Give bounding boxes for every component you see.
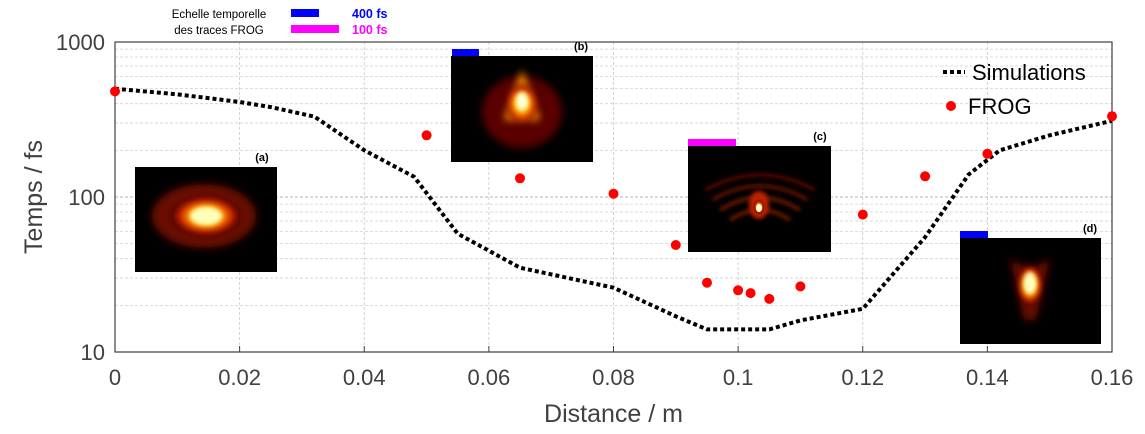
- frog-trace-inset-a: (a): [135, 152, 277, 272]
- x-tick-label: 0.08: [592, 365, 635, 390]
- x-axis-label: Distance / m: [544, 400, 683, 428]
- frog-data-point: [733, 285, 744, 296]
- legend-frog-marker: [946, 101, 956, 111]
- y-tick-label: 10: [81, 340, 105, 365]
- frog-data-point: [670, 240, 681, 250]
- x-tick-label: 0.06: [467, 365, 510, 390]
- frog-data-point: [982, 148, 993, 159]
- series-simulations-line: [114, 86, 1113, 332]
- legend-frog-label: FROG: [968, 94, 1032, 119]
- series-frog-points: [110, 86, 1117, 304]
- scale-legend-swatch-100fs: [291, 25, 339, 33]
- frog-data-point: [110, 86, 120, 97]
- x-tick-label: 0.12: [841, 365, 884, 390]
- x-tick-label: 0.04: [343, 365, 386, 390]
- legend: Simulations FROG: [943, 60, 1086, 119]
- frog-data-point: [764, 293, 775, 304]
- scale-legend-swatch-400fs: [291, 9, 319, 17]
- inset-a-label: (a): [255, 152, 269, 164]
- frog-trace-inset-d: (d): [960, 223, 1101, 344]
- inset-c-scale-bar: [688, 139, 736, 146]
- x-tick-label: 0: [109, 365, 121, 390]
- legend-simulations-label: Simulations: [972, 60, 1086, 85]
- frog-data-point: [702, 277, 712, 288]
- frog-data-point: [745, 288, 756, 299]
- x-tick-label: 0.02: [218, 365, 261, 390]
- frog-data-point: [857, 209, 868, 220]
- x-tick-label: 0.1: [723, 365, 754, 390]
- scale-legend-title-line2: des traces FROG: [174, 25, 264, 37]
- inset-d-scale-bar: [960, 231, 988, 238]
- frog-data-point: [608, 188, 619, 199]
- inset-b-scale-bar: [452, 49, 479, 56]
- frog-trace-inset-b: (b): [451, 41, 593, 162]
- frog-trace-inset-c: (c): [688, 131, 831, 252]
- frog-data-point: [1107, 111, 1117, 122]
- scale-legend-label-400fs: 400 fs: [352, 7, 387, 21]
- frog-data-point: [795, 281, 806, 292]
- scale-legend-title-line1: Echelle temporelle: [172, 9, 267, 21]
- y-axis-label: Temps / fs: [20, 140, 48, 254]
- frog-data-point: [421, 130, 432, 141]
- y-tick-label: 1000: [56, 30, 105, 55]
- inset-d-label: (d): [1083, 223, 1097, 235]
- frog-data-point: [920, 171, 931, 182]
- x-tick-label: 0.14: [966, 365, 1009, 390]
- temporal-scale-legend: Echelle temporelle des traces FROG 400 f…: [172, 7, 388, 37]
- scale-legend-label-100fs: 100 fs: [352, 23, 387, 37]
- x-axis: 0 0.02 0.04 0.06 0.08 0.1 0.12 0.14 0.16: [109, 346, 1134, 390]
- y-tick-label: 100: [68, 185, 105, 210]
- frog-data-point: [515, 173, 525, 184]
- x-tick-label: 0.16: [1091, 365, 1134, 390]
- inset-c-label: (c): [813, 131, 827, 143]
- inset-b-label: (b): [574, 41, 588, 53]
- y-axis: 10 100 1000: [56, 30, 105, 365]
